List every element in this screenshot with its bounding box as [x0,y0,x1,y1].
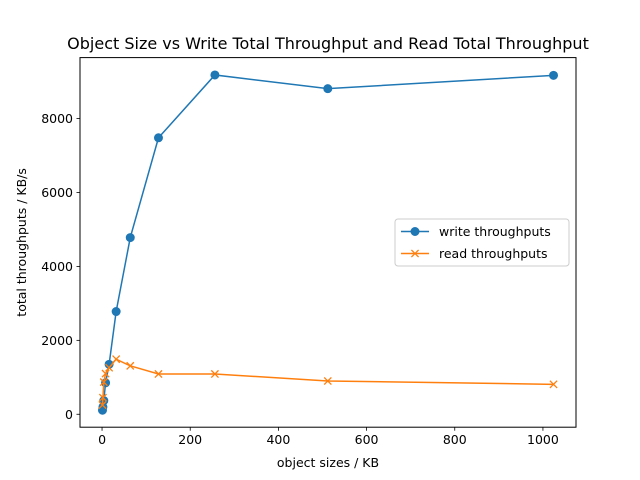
plot-frame [79,57,577,428]
x-tick-label: 600 [355,432,379,447]
y-tick-label: 8000 [41,111,73,126]
legend-marker-read [410,249,420,258]
read-point [549,380,558,389]
legend-entry-read: read throughputs [401,246,548,261]
legend-label-read: read throughputs [439,246,548,261]
legend-box [394,218,570,267]
legend-label-write: write throughputs [439,224,551,239]
read-point [98,393,107,402]
read-point [126,361,135,370]
y-tick-label: 6000 [41,185,73,200]
y-axis-label: total throughputs / KB/s [14,168,29,317]
y-axis: 0 2000 4000 6000 8000 [41,111,80,422]
y-tick-label: 0 [65,407,73,422]
series-layer [97,70,559,415]
read-point [154,369,163,379]
x-tick-label: 0 [98,432,106,447]
read-point [99,378,108,387]
legend-marker-write [410,227,420,236]
read-series [98,355,558,410]
write-point [549,70,559,80]
read-point [210,369,219,379]
write-point [125,233,135,243]
write-point [323,84,333,94]
read-point [112,355,121,364]
y-tick-label: 4000 [41,259,73,274]
x-tick-label: 1000 [527,432,559,447]
x-tick-label: 200 [178,432,202,447]
read-point [105,363,114,372]
y-tick-label: 2000 [41,333,73,348]
read-point [101,369,110,378]
legend: write throughputs read throughputs [394,218,570,267]
read-point [98,400,107,410]
write-point [210,70,220,80]
legend-entry-write: write throughputs [401,224,551,239]
read-point [323,376,332,386]
x-tick-label: 400 [266,432,290,447]
x-tick-label: 800 [443,432,467,447]
write-point [153,133,163,143]
chart-title: Object Size vs Write Total Throughput an… [67,34,589,53]
x-axis-label: object sizes / KB [277,455,379,470]
write-point [111,307,121,317]
x-axis: 0 200 400 600 800 1000 [98,427,559,447]
